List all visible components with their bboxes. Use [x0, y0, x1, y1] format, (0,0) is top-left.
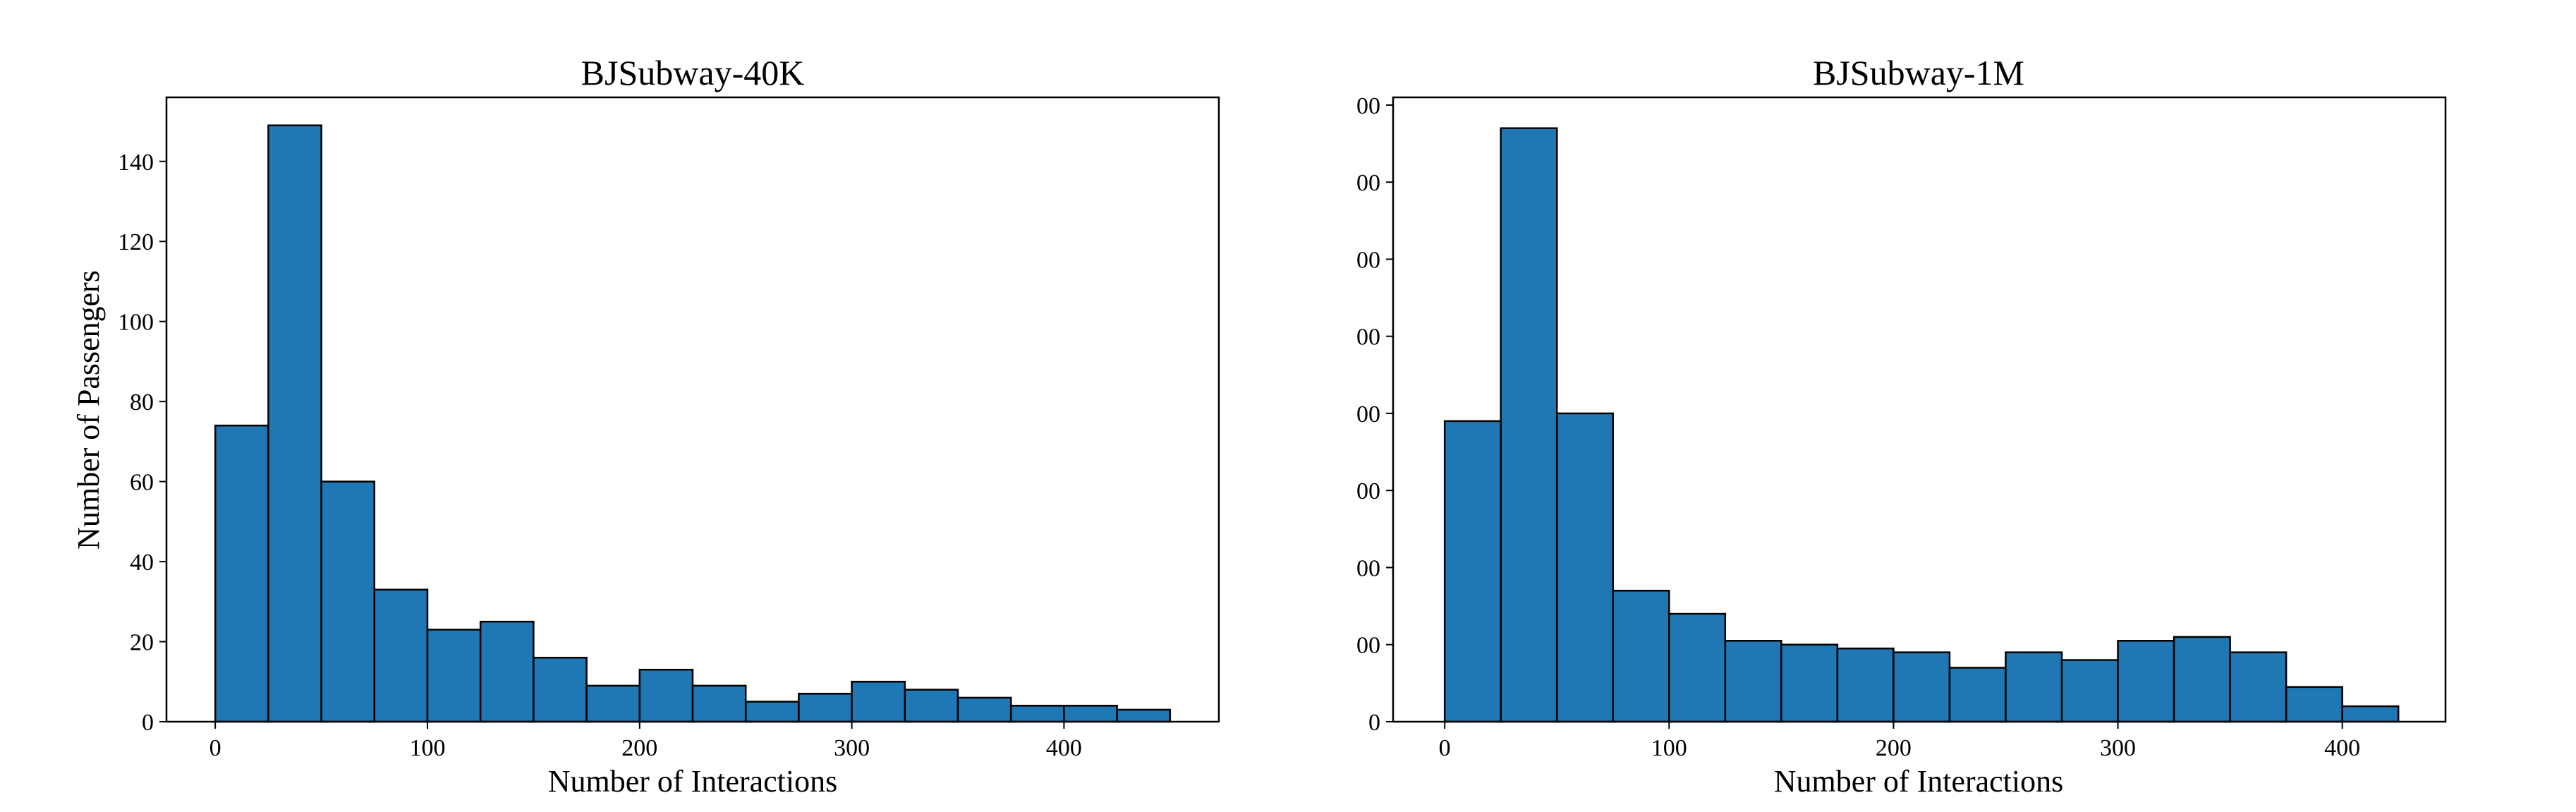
y-tick-label: 00	[1356, 633, 1380, 659]
x-tick-label: 300	[834, 735, 870, 761]
bar	[1116, 708, 1172, 723]
y-tick-label: 80	[130, 389, 154, 416]
bar	[2173, 636, 2231, 723]
x-tick-label: 100	[409, 735, 445, 761]
bar	[691, 684, 747, 723]
bar	[1836, 647, 1895, 723]
y-ticks-1: 0 20 40 60 80 100 120 140	[118, 150, 166, 736]
y-tick-label: 20	[130, 630, 154, 656]
bar	[956, 696, 1012, 723]
bar	[1780, 643, 1839, 723]
y-tick-label: 00	[1356, 247, 1380, 273]
bar	[1668, 612, 1727, 723]
bar	[1555, 412, 1615, 723]
bar	[479, 620, 535, 723]
bar	[798, 693, 853, 723]
bar	[1009, 705, 1065, 723]
x-ticks-1: 0 100 200 300 400	[209, 722, 1082, 761]
y-tick-label: 0	[1368, 710, 1380, 736]
y-tick-label: 00	[1356, 478, 1380, 504]
y-tick-label: 0	[142, 710, 154, 736]
bar	[1443, 420, 1502, 723]
chart-panel-2: BJSubway-1M Number of Interactions 0 100 2…	[1356, 53, 2447, 799]
bar	[2117, 640, 2175, 723]
x-tick-label: 300	[2100, 735, 2136, 761]
y-tick-label: 60	[130, 470, 154, 496]
x-tick-label: 400	[1046, 735, 1082, 761]
bar	[638, 669, 694, 723]
bar	[426, 629, 482, 723]
bar	[1892, 651, 1951, 723]
bar	[851, 681, 906, 723]
bar	[904, 689, 959, 723]
plot-frame-1	[165, 96, 1220, 723]
bar	[533, 656, 588, 723]
x-tick-label: 0	[209, 735, 221, 761]
bars-1	[214, 124, 1172, 723]
bar	[744, 701, 800, 723]
y-tick-label: 00	[1356, 93, 1380, 119]
bar	[2005, 651, 2063, 723]
x-tick-label: 100	[1651, 735, 1687, 761]
y-tick-label: 00	[1356, 170, 1380, 196]
y-tick-label: 100	[118, 310, 154, 336]
bar	[1063, 705, 1118, 723]
bar	[2229, 651, 2288, 723]
bar	[2341, 705, 2400, 723]
y-tick-label: 00	[1356, 555, 1380, 581]
y-tick-label: 120	[118, 229, 154, 255]
bar	[2060, 659, 2119, 723]
bar	[320, 480, 376, 723]
bar	[267, 124, 322, 723]
x-axis-label-1: Number of Interactions	[548, 764, 838, 799]
bar	[214, 424, 269, 723]
y-axis-label-1: Number of Passengers	[71, 270, 106, 550]
x-axis-label-2: Number of Interactions	[1774, 764, 2064, 799]
y-tick-label: 40	[130, 550, 154, 576]
x-tick-label: 200	[621, 735, 657, 761]
x-ticks-2: 0 100 200 300 400	[1439, 722, 2360, 761]
chart-panel-1: BJSubway-40K Number of Passengers Number…	[71, 53, 1220, 799]
chart-title-1: BJSubway-40K	[581, 53, 805, 92]
bar	[1724, 640, 1782, 723]
bar	[1612, 590, 1670, 723]
bar	[373, 588, 429, 723]
plot-frame-2	[1392, 96, 2447, 723]
y-tick-label: 00	[1356, 325, 1380, 351]
y-tick-label: 00	[1356, 401, 1380, 428]
bar	[585, 684, 641, 723]
y-tick-label: 140	[118, 150, 154, 176]
chart-title-2: BJSubway-1M	[1813, 53, 2024, 92]
x-tick-label: 200	[1876, 735, 1912, 761]
x-tick-label: 0	[1439, 735, 1451, 761]
x-tick-label: 400	[2324, 735, 2360, 761]
bar	[1948, 667, 2007, 723]
bar	[1500, 127, 1558, 723]
bars-2	[1443, 127, 2400, 723]
bar	[2285, 686, 2343, 723]
